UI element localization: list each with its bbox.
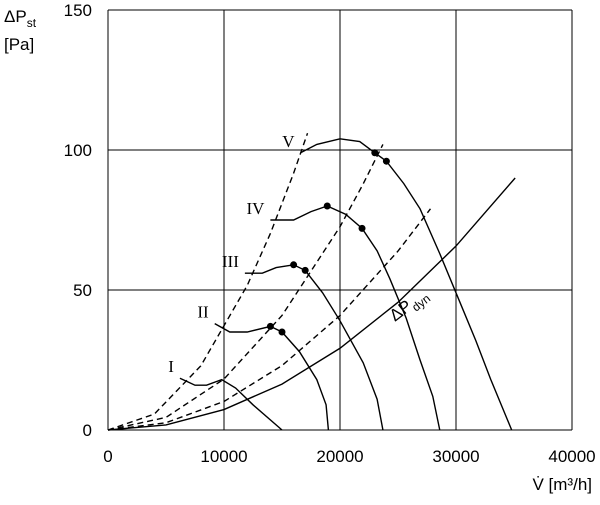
y-label-main: ΔP — [4, 7, 27, 26]
x-tick-label: 0 — [103, 447, 112, 466]
fan-curve — [214, 322, 330, 431]
curve-label: V — [282, 132, 295, 151]
operating-point — [266, 322, 274, 330]
system-curve — [107, 132, 309, 431]
fan-curve — [270, 205, 441, 431]
fan-curve — [244, 264, 384, 431]
curve-label: III — [222, 252, 239, 271]
fan-curve — [179, 377, 283, 431]
curve-label: IV — [246, 199, 265, 218]
fan-curve — [300, 138, 513, 431]
y-tick-label: 50 — [73, 281, 92, 300]
x-axis-label: V̇ [m³/h] — [532, 475, 592, 494]
x-tick-label: 30000 — [432, 447, 479, 466]
operating-point — [278, 328, 286, 336]
y-tick-label: 0 — [83, 421, 92, 440]
operating-point — [290, 261, 298, 269]
operating-point — [371, 149, 379, 157]
x-tick-label: 40000 — [548, 447, 595, 466]
curve-label-main: ΔP — [386, 296, 416, 325]
operating-point — [301, 266, 309, 274]
y-tick-label: 150 — [64, 1, 92, 20]
curve-label: II — [197, 303, 209, 322]
fan-curve — [107, 177, 516, 431]
x-tick-label: 20000 — [316, 447, 363, 466]
y-axis-unit: [Pa] — [4, 35, 34, 54]
operating-point — [358, 224, 366, 232]
y-axis-label: ΔPst — [4, 7, 37, 30]
system-curve — [107, 144, 384, 431]
curve-label: I — [168, 357, 174, 376]
operating-point — [382, 157, 390, 165]
operating-point — [323, 202, 331, 210]
y-tick-label: 100 — [64, 141, 92, 160]
x-tick-label: 10000 — [200, 447, 247, 466]
system-curve — [107, 208, 432, 431]
y-label-sub: st — [27, 16, 37, 30]
